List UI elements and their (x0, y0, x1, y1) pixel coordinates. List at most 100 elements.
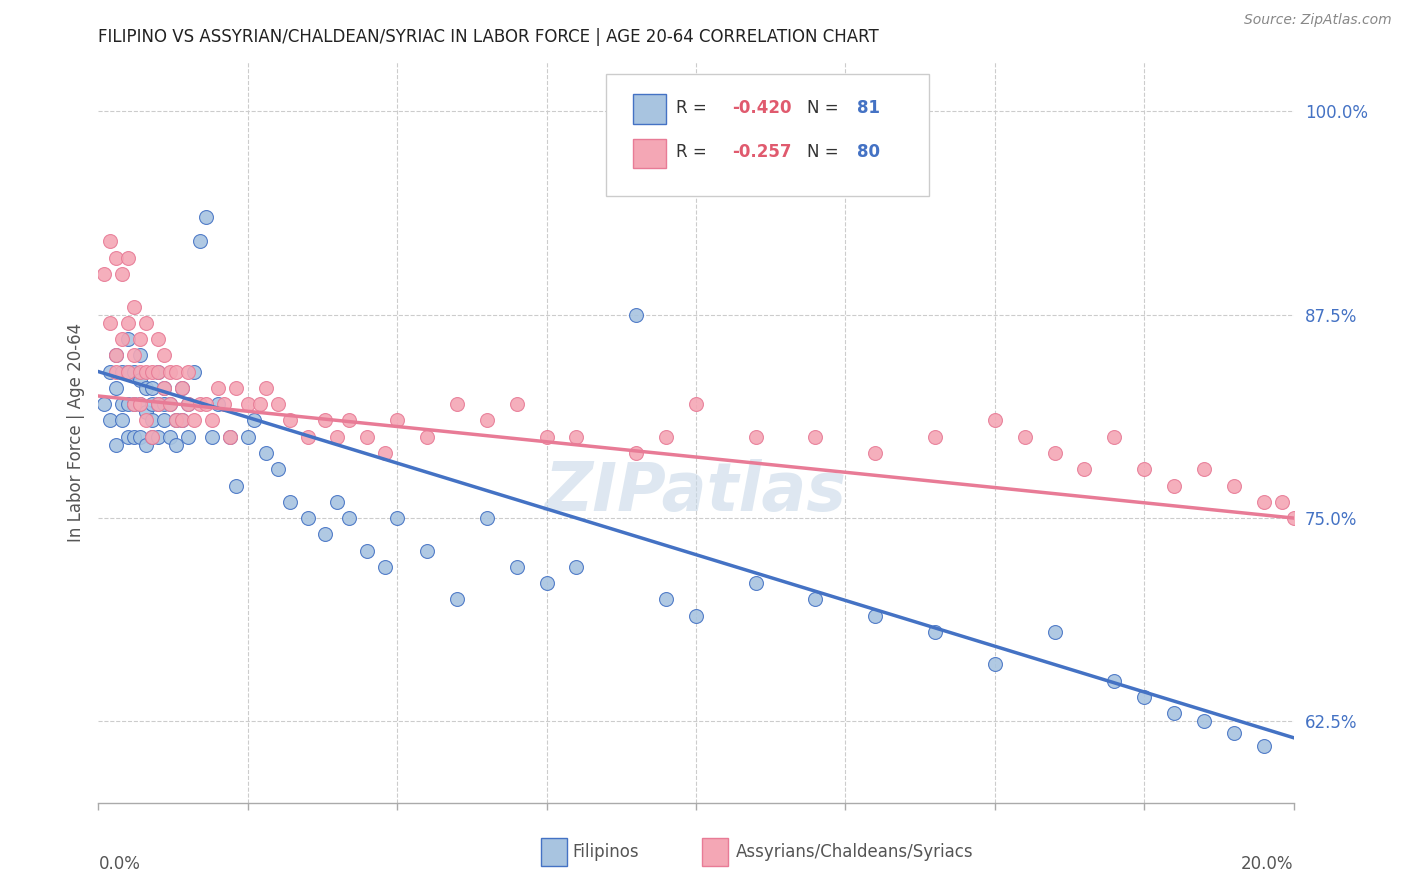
Point (117, 430, 139, 444)
Text: -0.257: -0.257 (733, 143, 792, 161)
Point (148, 397, 170, 411)
Point (385, 511, 409, 525)
Point (141, 397, 163, 411)
Point (416, 430, 439, 444)
Point (148, 365, 170, 379)
Text: ZIPatlas: ZIPatlas (546, 458, 846, 524)
Point (135, 365, 157, 379)
Point (475, 511, 498, 525)
Point (865, 608, 887, 623)
FancyBboxPatch shape (606, 73, 929, 195)
Point (177, 430, 200, 444)
Point (207, 397, 229, 411)
Point (93, 397, 115, 411)
Point (153, 348, 176, 362)
Point (984, 413, 1007, 427)
Point (105, 365, 128, 379)
Point (188, 397, 211, 411)
Point (339, 511, 361, 525)
Text: 20.0%: 20.0% (1241, 855, 1294, 873)
Point (141, 430, 163, 444)
Point (111, 413, 134, 427)
Point (129, 397, 152, 411)
Point (172, 381, 194, 395)
Bar (702, 838, 728, 866)
Point (1133, 462, 1156, 476)
Point (177, 397, 200, 411)
Point (183, 365, 205, 379)
Point (165, 438, 187, 452)
Point (565, 430, 588, 444)
Point (1043, 624, 1066, 639)
Point (159, 397, 181, 411)
Point (278, 413, 301, 427)
Point (105, 251, 128, 265)
Point (536, 430, 558, 444)
Point (565, 559, 588, 574)
Point (745, 430, 768, 444)
Point (1192, 714, 1215, 729)
Point (385, 413, 409, 427)
Text: Source: ZipAtlas.com: Source: ZipAtlas.com (1244, 13, 1392, 28)
Point (685, 608, 707, 623)
Text: -0.420: -0.420 (733, 99, 792, 117)
Point (135, 413, 157, 427)
Point (249, 397, 271, 411)
Point (135, 381, 157, 395)
Point (165, 365, 187, 379)
Point (117, 397, 139, 411)
Point (1271, 495, 1294, 509)
Point (219, 430, 242, 444)
Text: 0.0%: 0.0% (98, 855, 141, 873)
Point (117, 316, 139, 330)
Point (172, 413, 194, 427)
Point (177, 397, 200, 411)
Text: R =: R = (676, 143, 711, 161)
Point (153, 381, 176, 395)
Bar (541, 838, 567, 866)
Point (254, 381, 277, 395)
Point (141, 413, 163, 427)
Point (148, 365, 170, 379)
Bar (633, 138, 666, 169)
Text: Assyrians/Chaldeans/Syriacs: Assyrians/Chaldeans/Syriacs (735, 843, 973, 861)
Point (117, 251, 139, 265)
Point (117, 365, 139, 379)
Point (416, 543, 439, 558)
Point (98, 316, 122, 330)
Point (326, 430, 349, 444)
Point (98, 365, 122, 379)
Point (195, 210, 218, 224)
Point (475, 413, 498, 427)
Point (1192, 462, 1215, 476)
Point (207, 381, 229, 395)
Point (165, 413, 187, 427)
Point (129, 430, 152, 444)
Point (124, 430, 146, 444)
Point (374, 559, 396, 574)
Point (201, 413, 224, 427)
Point (177, 365, 200, 379)
Text: FILIPINO VS ASSYRIAN/CHALDEAN/SYRIAC IN LABOR FORCE | AGE 20-64 CORRELATION CHAR: FILIPINO VS ASSYRIAN/CHALDEAN/SYRIAC IN … (98, 28, 879, 45)
Point (195, 397, 218, 411)
Point (124, 397, 146, 411)
Point (506, 397, 529, 411)
Point (148, 332, 170, 346)
Point (183, 413, 205, 427)
Point (804, 592, 827, 607)
Point (98, 413, 122, 427)
Point (685, 397, 707, 411)
Point (124, 300, 146, 314)
Point (124, 365, 146, 379)
Point (356, 543, 378, 558)
Point (1163, 706, 1185, 721)
Y-axis label: In Labor Force | Age 20-64: In Labor Force | Age 20-64 (66, 323, 84, 542)
Point (212, 397, 235, 411)
Point (655, 592, 678, 607)
Point (326, 495, 349, 509)
Point (1223, 726, 1246, 740)
Point (129, 373, 152, 387)
Point (148, 397, 170, 411)
Point (117, 365, 139, 379)
Point (236, 397, 259, 411)
